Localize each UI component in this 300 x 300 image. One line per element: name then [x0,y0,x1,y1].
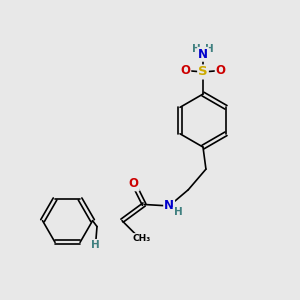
Text: O: O [180,64,190,77]
Text: O: O [216,64,226,77]
Text: H: H [192,44,201,54]
Text: H: H [91,240,100,250]
Text: H: H [205,44,214,54]
Text: H: H [174,207,182,218]
Text: N: N [198,48,208,61]
Text: N: N [164,200,174,212]
Text: O: O [129,177,139,190]
Text: CH₃: CH₃ [132,234,150,243]
Text: S: S [198,65,208,79]
